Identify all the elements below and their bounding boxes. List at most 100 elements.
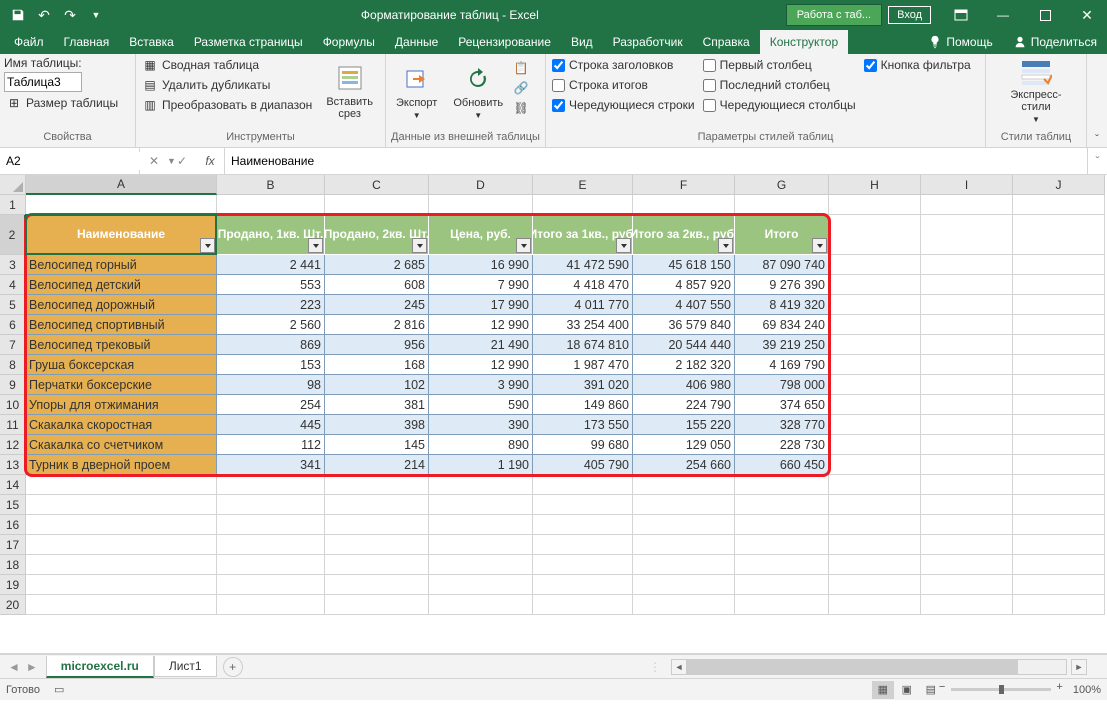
cell[interactable] xyxy=(26,535,217,555)
cell[interactable]: 956 xyxy=(325,335,429,355)
cell[interactable] xyxy=(829,315,921,335)
cell[interactable] xyxy=(735,515,829,535)
cell[interactable]: 381 xyxy=(325,395,429,415)
cell[interactable]: 21 490 xyxy=(429,335,533,355)
view-pagelayout-icon[interactable]: ▣ xyxy=(896,681,918,699)
cell[interactable] xyxy=(829,595,921,615)
cell[interactable]: 4 857 920 xyxy=(633,275,735,295)
spreadsheet-grid[interactable]: ABCDEFGHIJ12НаименованиеПродано, 1кв. Шт… xyxy=(0,175,1107,654)
cell[interactable]: Велосипед спортивный xyxy=(26,315,217,335)
cell[interactable]: 4 169 790 xyxy=(735,355,829,375)
refresh-button[interactable]: Обновить▼ xyxy=(447,56,509,126)
row-header[interactable]: 3 xyxy=(0,255,26,275)
cell[interactable]: Турник в дверной проем xyxy=(26,455,217,475)
sheet-nav-prev-icon[interactable]: ◄ xyxy=(8,660,20,674)
name-box[interactable]: ▼ xyxy=(0,148,140,174)
cell[interactable] xyxy=(429,595,533,615)
cell[interactable]: 1 190 xyxy=(429,455,533,475)
cell[interactable]: 4 407 550 xyxy=(633,295,735,315)
cell[interactable] xyxy=(533,575,633,595)
cell[interactable] xyxy=(26,575,217,595)
cell[interactable]: 145 xyxy=(325,435,429,455)
tab-developer[interactable]: Разработчик xyxy=(603,30,693,54)
cell[interactable] xyxy=(533,495,633,515)
cell[interactable]: Велосипед дорожный xyxy=(26,295,217,315)
save-icon[interactable] xyxy=(6,3,30,27)
cell[interactable]: 2 182 320 xyxy=(633,355,735,375)
tab-view[interactable]: Вид xyxy=(561,30,603,54)
cell[interactable] xyxy=(26,595,217,615)
cell[interactable]: 45 618 150 xyxy=(633,255,735,275)
cell[interactable]: 155 220 xyxy=(633,415,735,435)
cell[interactable] xyxy=(1013,555,1105,575)
cell[interactable] xyxy=(829,475,921,495)
cell[interactable] xyxy=(533,595,633,615)
cell[interactable] xyxy=(533,515,633,535)
cell[interactable]: 328 770 xyxy=(735,415,829,435)
row-header[interactable]: 12 xyxy=(0,435,26,455)
cell[interactable] xyxy=(217,555,325,575)
tab-help[interactable]: Справка xyxy=(693,30,760,54)
total-row-checkbox[interactable]: Строка итогов xyxy=(550,76,697,94)
cell[interactable] xyxy=(1013,395,1105,415)
cell[interactable] xyxy=(325,575,429,595)
open-browser-icon[interactable]: 🔗 xyxy=(513,80,529,96)
row-header[interactable]: 4 xyxy=(0,275,26,295)
cell[interactable]: Груша боксерская xyxy=(26,355,217,375)
cell[interactable] xyxy=(26,475,217,495)
cell[interactable]: 254 xyxy=(217,395,325,415)
login-button[interactable]: Вход xyxy=(888,6,931,24)
pivot-table-button[interactable]: ▦Сводная таблица xyxy=(140,56,314,74)
cell[interactable] xyxy=(26,555,217,575)
last-col-checkbox[interactable]: Последний столбец xyxy=(701,76,858,94)
formula-input[interactable] xyxy=(225,148,1087,174)
cell[interactable] xyxy=(921,315,1013,335)
cell[interactable] xyxy=(533,535,633,555)
cell[interactable] xyxy=(1013,415,1105,435)
cell[interactable] xyxy=(429,515,533,535)
share-button[interactable]: Поделиться xyxy=(1003,30,1107,54)
cell[interactable]: 445 xyxy=(217,415,325,435)
cell[interactable] xyxy=(633,595,735,615)
row-header[interactable]: 19 xyxy=(0,575,26,595)
tab-pagelayout[interactable]: Разметка страницы xyxy=(184,30,313,54)
cell[interactable] xyxy=(829,375,921,395)
zoom-slider[interactable] xyxy=(951,688,1051,691)
cell[interactable] xyxy=(921,435,1013,455)
add-sheet-button[interactable]: + xyxy=(223,657,243,677)
filter-dropdown-icon[interactable] xyxy=(812,238,827,253)
cell[interactable] xyxy=(829,195,921,215)
cell[interactable] xyxy=(217,575,325,595)
cell[interactable] xyxy=(829,255,921,275)
cell[interactable] xyxy=(1013,455,1105,475)
cell[interactable] xyxy=(429,475,533,495)
cell[interactable] xyxy=(829,415,921,435)
cell[interactable] xyxy=(26,195,217,215)
cell[interactable] xyxy=(921,355,1013,375)
filter-dropdown-icon[interactable] xyxy=(200,238,215,253)
filter-button-checkbox[interactable]: Кнопка фильтра xyxy=(862,56,973,74)
cell[interactable] xyxy=(1013,495,1105,515)
cell[interactable] xyxy=(533,195,633,215)
cell[interactable]: 33 254 400 xyxy=(533,315,633,335)
filter-dropdown-icon[interactable] xyxy=(718,238,733,253)
cell[interactable]: Велосипед горный xyxy=(26,255,217,275)
cell[interactable] xyxy=(1013,315,1105,335)
cell[interactable] xyxy=(325,475,429,495)
fx-icon[interactable]: fx xyxy=(196,148,224,174)
cell[interactable]: 2 816 xyxy=(325,315,429,335)
cell[interactable]: Перчатки боксерские xyxy=(26,375,217,395)
cell[interactable] xyxy=(1013,295,1105,315)
cell[interactable]: 17 990 xyxy=(429,295,533,315)
cell[interactable] xyxy=(921,575,1013,595)
cell[interactable] xyxy=(217,195,325,215)
cell[interactable]: 18 674 810 xyxy=(533,335,633,355)
row-header[interactable]: 18 xyxy=(0,555,26,575)
cell[interactable]: 214 xyxy=(325,455,429,475)
cell[interactable]: 374 650 xyxy=(735,395,829,415)
cell[interactable]: 16 990 xyxy=(429,255,533,275)
cell[interactable] xyxy=(829,455,921,475)
insert-slicer-button[interactable]: Вставить срез xyxy=(318,56,381,126)
cell[interactable] xyxy=(829,575,921,595)
cell[interactable] xyxy=(829,495,921,515)
